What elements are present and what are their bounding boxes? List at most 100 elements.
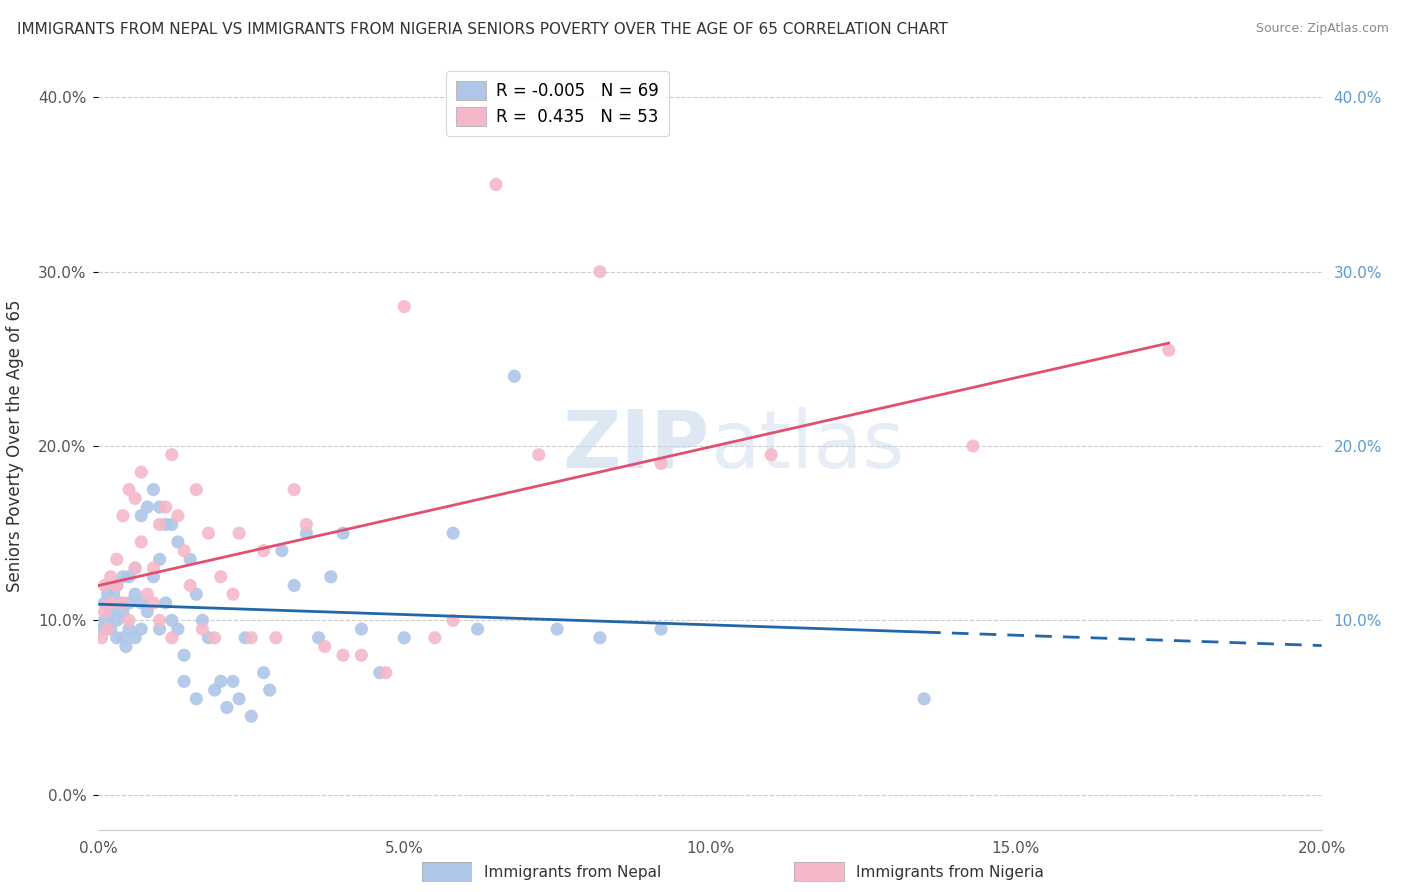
Point (105, 631, 128, 645)
Point (179, 578, 201, 592)
Point (136, 587, 159, 601)
Point (308, 631, 330, 645)
Point (149, 517, 172, 532)
Point (319, 570, 342, 584)
Point (97, 587, 120, 601)
Text: ZIP: ZIP (562, 407, 710, 485)
Point (186, 587, 208, 601)
Point (160, 448, 183, 462)
Point (111, 596, 134, 610)
Point (222, 674, 245, 689)
Point (197, 631, 219, 645)
Point (149, 622, 172, 636)
Point (252, 665, 274, 680)
Point (332, 648, 354, 663)
Point (204, 683, 226, 698)
Point (136, 500, 159, 514)
Point (142, 561, 165, 575)
Point (111, 631, 134, 645)
Point (103, 587, 125, 601)
Point (93, 605, 115, 619)
Point (93, 613, 115, 627)
Point (129, 465, 152, 479)
Point (173, 543, 195, 558)
Point (368, 665, 391, 680)
Point (186, 691, 208, 706)
Point (186, 483, 208, 497)
Point (118, 622, 141, 636)
Point (111, 570, 134, 584)
Point (240, 709, 263, 723)
Point (124, 491, 146, 506)
Point (160, 517, 183, 532)
Text: Source: ZipAtlas.com: Source: ZipAtlas.com (1256, 22, 1389, 36)
Point (124, 587, 146, 601)
Point (259, 683, 281, 698)
Point (650, 622, 672, 636)
Point (124, 561, 146, 575)
Point (485, 178, 508, 192)
Point (350, 648, 373, 663)
Point (129, 508, 152, 523)
Text: atlas: atlas (710, 407, 904, 485)
Text: Immigrants from Nepal: Immigrants from Nepal (484, 865, 661, 880)
Point (160, 613, 183, 627)
Point (228, 691, 250, 706)
Point (111, 508, 134, 523)
Point (197, 526, 219, 541)
Point (650, 457, 672, 471)
Point (392, 631, 416, 645)
Point (295, 517, 318, 532)
Point (240, 631, 263, 645)
Point (962, 439, 984, 453)
Legend: R = -0.005   N = 69, R =  0.435   N = 53: R = -0.005 N = 69, R = 0.435 N = 53 (446, 70, 668, 136)
Point (115, 640, 138, 654)
Point (228, 526, 250, 541)
Point (118, 570, 141, 584)
Point (215, 700, 238, 714)
Point (270, 543, 292, 558)
Point (90, 622, 112, 636)
Point (105, 552, 128, 566)
Point (283, 483, 305, 497)
Point (142, 483, 165, 497)
Y-axis label: Seniors Poverty Over the Age of 65: Seniors Poverty Over the Age of 65 (6, 300, 24, 592)
Point (124, 561, 146, 575)
Point (252, 543, 274, 558)
Point (209, 674, 232, 689)
Point (136, 605, 159, 619)
Point (142, 596, 165, 610)
Point (295, 526, 318, 541)
Text: IMMIGRANTS FROM NEPAL VS IMMIGRANTS FROM NIGERIA SENIORS POVERTY OVER THE AGE OF: IMMIGRANTS FROM NEPAL VS IMMIGRANTS FROM… (17, 22, 948, 37)
Point (111, 605, 134, 619)
Point (105, 613, 128, 627)
Text: Immigrants from Nigeria: Immigrants from Nigeria (856, 865, 1045, 880)
Point (100, 596, 122, 610)
Point (167, 508, 190, 523)
Point (204, 631, 226, 645)
Point (155, 500, 177, 514)
Point (350, 622, 373, 636)
Point (167, 534, 190, 549)
Point (118, 613, 141, 627)
Point (314, 640, 336, 654)
Point (173, 674, 195, 689)
Point (173, 648, 195, 663)
Point (93, 578, 115, 592)
Point (129, 534, 152, 549)
Point (179, 552, 201, 566)
Point (105, 578, 128, 592)
Point (912, 691, 935, 706)
Point (233, 631, 256, 645)
Point (118, 596, 141, 610)
Point (93, 596, 115, 610)
Point (191, 622, 214, 636)
Point (759, 448, 782, 462)
Point (167, 622, 190, 636)
Point (124, 631, 146, 645)
Point (142, 570, 165, 584)
Point (129, 596, 152, 610)
Point (332, 526, 354, 541)
Point (264, 631, 287, 645)
Point (209, 570, 232, 584)
